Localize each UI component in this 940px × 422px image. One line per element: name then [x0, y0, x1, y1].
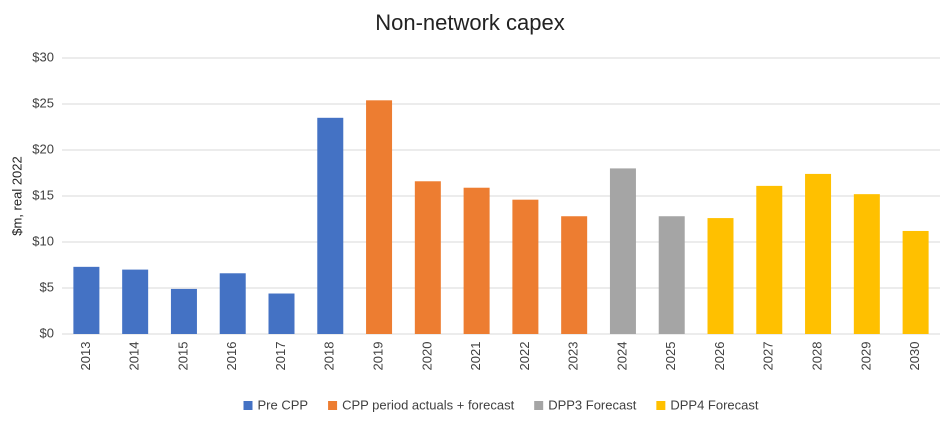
- bar: [122, 269, 149, 334]
- x-tick-label: 2020: [419, 342, 434, 371]
- legend-swatch: [534, 401, 544, 410]
- bar: [609, 168, 636, 334]
- y-tick-label: $20: [32, 141, 54, 156]
- bar: [414, 181, 441, 334]
- x-tick-label: 2017: [273, 342, 288, 371]
- bar: [463, 187, 490, 334]
- x-tick-label: 2028: [809, 342, 824, 371]
- x-tick-label: 2027: [761, 342, 776, 371]
- x-tick-label: 2013: [78, 342, 93, 371]
- legend-swatch: [656, 401, 666, 410]
- x-tick-label: 2016: [224, 342, 239, 371]
- x-tick-label: 2029: [858, 342, 873, 371]
- legend-label: DPP4 Forecast: [670, 397, 759, 412]
- chart-title: Non-network capex: [375, 10, 565, 35]
- bar: [805, 173, 832, 334]
- legend-label: Pre CPP: [258, 397, 309, 412]
- legend-label: DPP3 Forecast: [548, 397, 637, 412]
- bar: [902, 230, 929, 334]
- y-tick-label: $10: [32, 233, 54, 248]
- y-tick-label: $5: [40, 279, 54, 294]
- y-tick-label: $25: [32, 95, 54, 110]
- x-tick-label: 2025: [663, 342, 678, 371]
- y-tick-label: $0: [40, 325, 54, 340]
- x-tick-label: 2024: [614, 342, 629, 371]
- x-tick-label: 2026: [712, 342, 727, 371]
- bar: [853, 194, 880, 334]
- x-tick-label: 2023: [566, 342, 581, 371]
- x-tick-label: 2022: [517, 342, 532, 371]
- bar: [73, 266, 100, 334]
- bar: [561, 216, 588, 334]
- y-tick-label: $30: [32, 49, 54, 64]
- x-tick-label: 2019: [370, 342, 385, 371]
- x-tick-label: 2021: [468, 342, 483, 371]
- legend-swatch: [243, 401, 253, 410]
- x-tick-label: 2014: [127, 342, 142, 371]
- y-tick-label: $15: [32, 187, 54, 202]
- bar: [512, 199, 539, 334]
- x-tick-label: 2018: [322, 342, 337, 371]
- bar: [658, 216, 685, 334]
- bar: [268, 293, 295, 334]
- legend-swatch: [328, 401, 338, 410]
- y-axis-title: $m, real 2022: [9, 156, 24, 236]
- bar: [170, 288, 197, 334]
- bar: [366, 100, 393, 334]
- bar: [756, 185, 783, 334]
- bar: [219, 273, 246, 334]
- bar: [707, 218, 734, 334]
- bar: [317, 117, 344, 334]
- x-tick-label: 2030: [907, 342, 922, 371]
- legend-label: CPP period actuals + forecast: [342, 397, 514, 412]
- x-tick-label: 2015: [175, 342, 190, 371]
